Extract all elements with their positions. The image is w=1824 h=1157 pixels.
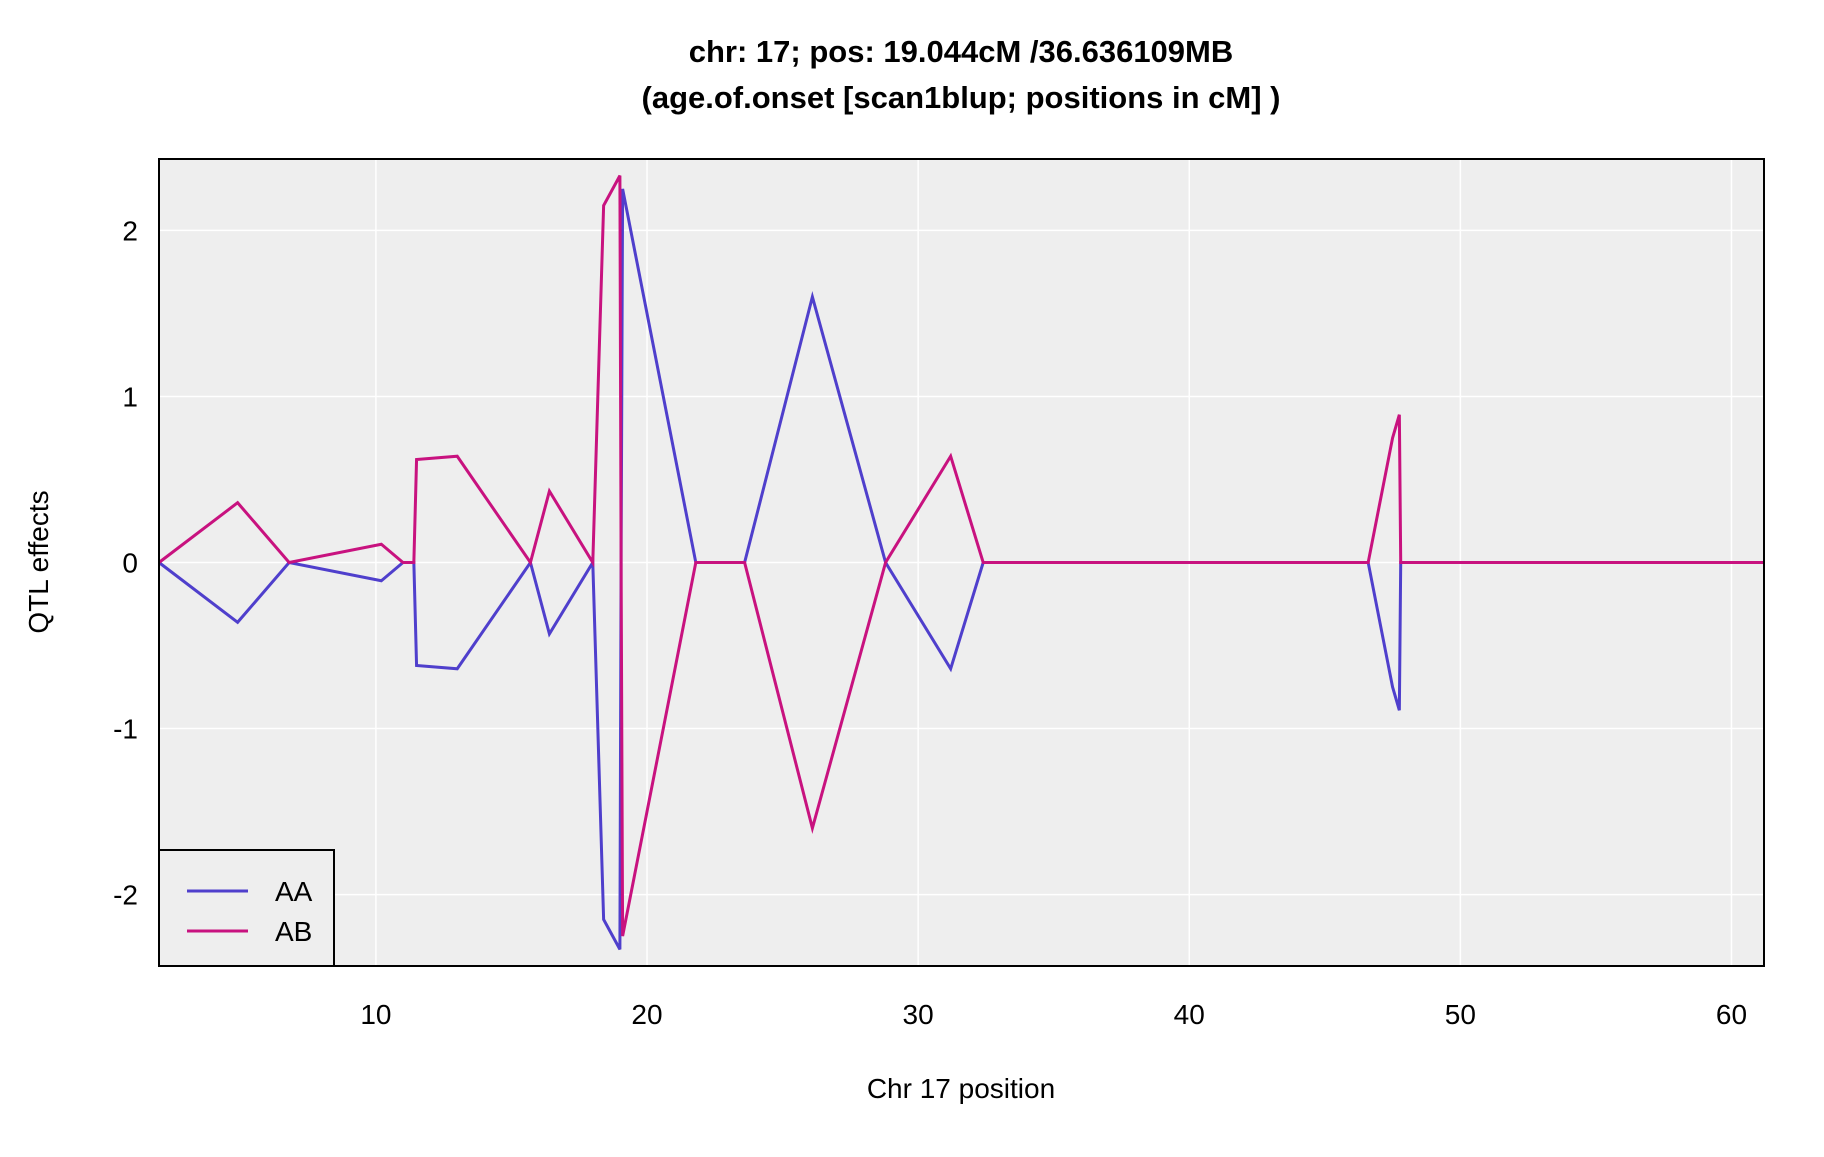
series-line-ab — [158, 174, 1764, 937]
legend-label-aa: AA — [275, 876, 313, 907]
y-tick-label: 2 — [122, 215, 138, 246]
y-tick-label: -1 — [113, 714, 138, 745]
series-lines — [158, 174, 1764, 951]
y-axis-label: QTL effects — [23, 490, 54, 633]
x-axis-label: Chr 17 position — [867, 1073, 1055, 1104]
x-tick-label: 60 — [1716, 999, 1747, 1030]
x-tick-label: 50 — [1445, 999, 1476, 1030]
y-tick-label: 1 — [122, 381, 138, 412]
y-tick-label: -2 — [113, 880, 138, 911]
y-axis-ticks: -2 -1 0 1 2 — [113, 215, 138, 910]
x-axis-ticks: 10 20 30 40 50 60 — [360, 999, 1747, 1030]
x-tick-label: 20 — [631, 999, 662, 1030]
grid-lines — [159, 159, 1764, 966]
y-tick-label: 0 — [122, 548, 138, 579]
chart-subtitle: (age.of.onset [scan1blup; positions in c… — [642, 80, 1281, 115]
x-tick-label: 10 — [360, 999, 391, 1030]
legend: AA AB — [158, 849, 335, 967]
plot-frame — [158, 158, 1765, 967]
x-tick-label: 30 — [903, 999, 934, 1030]
x-tick-label: 40 — [1174, 999, 1205, 1030]
legend-box — [158, 849, 335, 967]
chart-title: chr: 17; pos: 19.044cM /36.636109MB — [689, 34, 1234, 69]
legend-label-ab: AB — [275, 916, 312, 947]
